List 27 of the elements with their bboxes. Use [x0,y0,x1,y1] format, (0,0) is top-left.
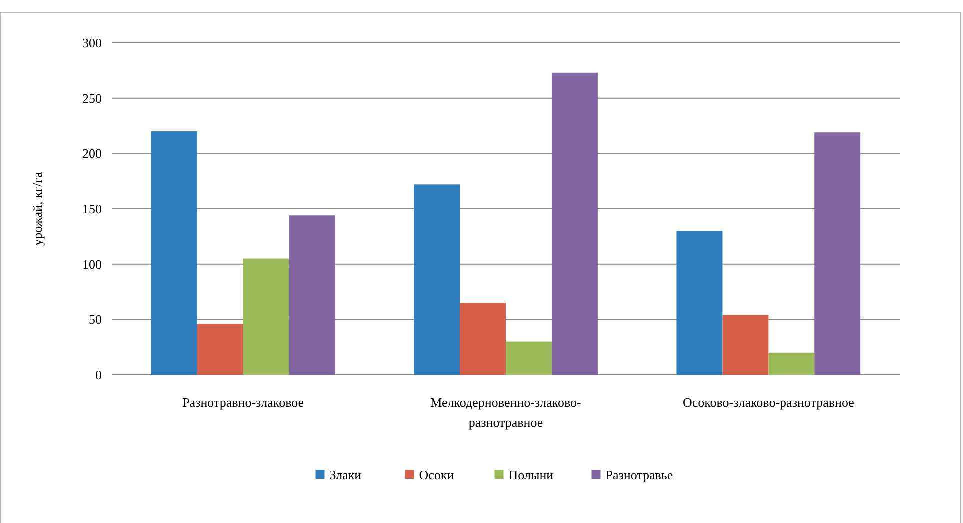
bar [197,324,244,375]
y-tick-label: 250 [82,90,102,106]
bar [552,72,598,375]
bar [460,303,506,375]
bar [243,258,290,375]
y-tick-label: 300 [82,36,102,51]
bar [676,231,723,375]
bar [814,132,861,375]
y-tick-label: 100 [82,256,102,272]
bar [722,315,769,375]
legend-label: Злаки [330,468,362,483]
y-tick-label: 0 [96,368,102,383]
bar [414,184,460,375]
bar [289,216,336,375]
x-tick-label: Мелкодерновенно-злаково-разнотравное [430,395,582,430]
y-axis-title: урожай, кг/га [30,172,45,246]
bar [768,352,815,375]
legend-label: Разнотравье [606,468,674,483]
bar [151,132,198,375]
y-tick-label: 50 [89,312,102,328]
x-tick-label: Разнотравно-злаковое [182,395,304,410]
bar [506,342,552,375]
y-tick-label: 200 [82,146,102,162]
legend-label: Полыни [508,468,554,483]
x-tick-label: Осоково-злаково-разнотравное [682,395,855,410]
y-tick-label: 150 [82,202,102,217]
legend-label: Осоки [419,468,454,483]
